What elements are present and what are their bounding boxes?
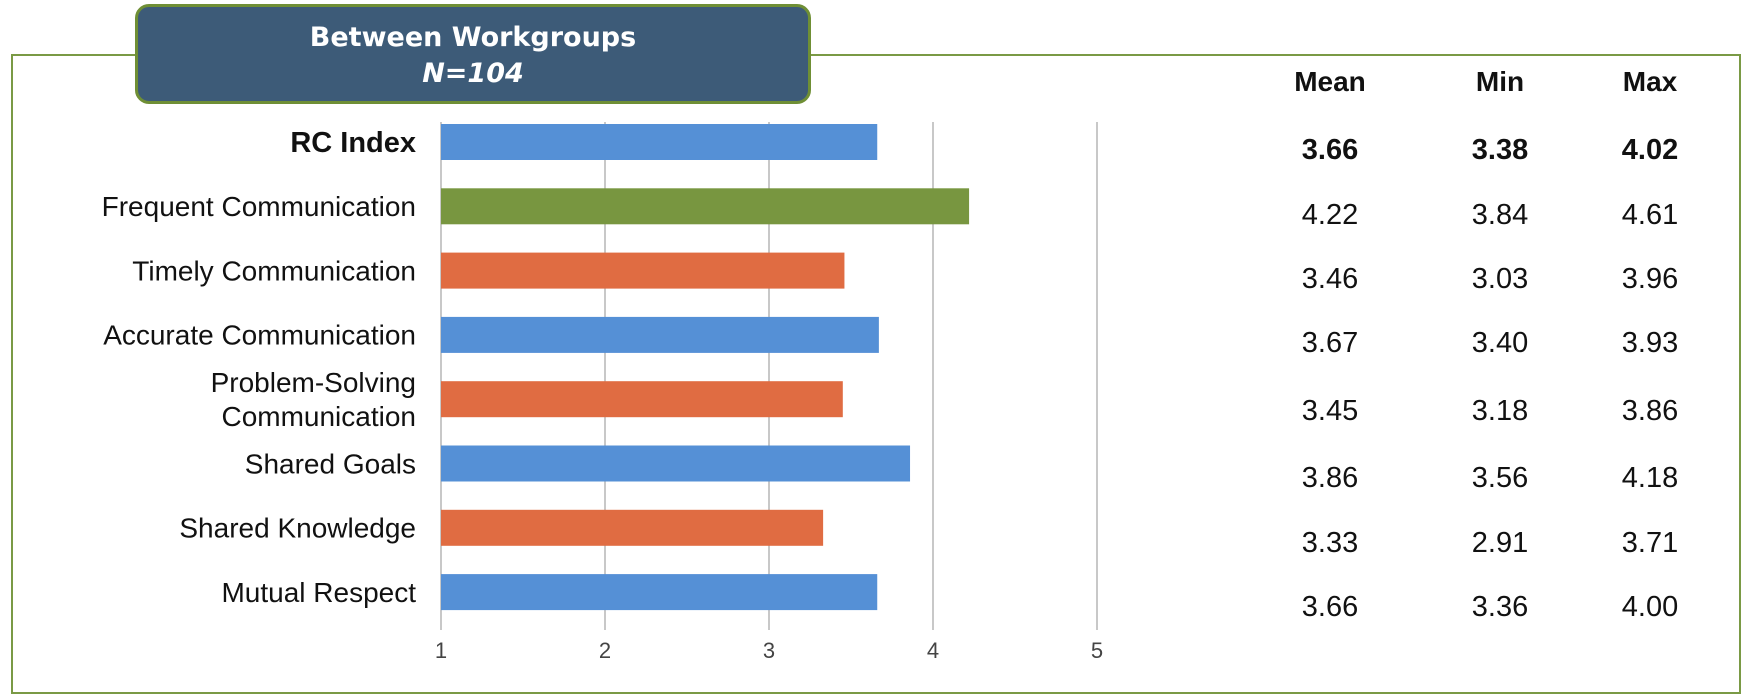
bar-4 — [441, 381, 843, 418]
stats-cell-mean: 4.22 — [1301, 199, 1359, 231]
stats-cell-mean: 3.33 — [1301, 527, 1359, 559]
bar-0 — [441, 124, 878, 160]
x-tick-label: 1 — [435, 638, 447, 663]
title-box: Between Workgroups N=104 — [135, 4, 811, 104]
bar-1 — [441, 188, 970, 225]
stats-cell-mean: 3.66 — [1301, 591, 1359, 623]
stats-cell-max: 4.00 — [1621, 591, 1679, 623]
category-label: Accurate Communication — [103, 320, 416, 351]
category-label: Shared Goals — [245, 448, 416, 479]
category-label: Frequent Communication — [102, 191, 416, 222]
category-label: Problem-Solving Communication — [211, 367, 416, 432]
stats-cell-min: 3.40 — [1471, 327, 1529, 359]
category-label: Shared Knowledge — [179, 513, 416, 544]
stats-row: 3.45 3.18 3.86 — [1240, 395, 1720, 435]
bar-6 — [441, 509, 824, 546]
stats-cell-max: 3.71 — [1621, 527, 1679, 559]
stats-cell-min: 2.91 — [1471, 527, 1529, 559]
x-tick-label: 5 — [1091, 638, 1103, 663]
stats-cell-max: 4.18 — [1621, 462, 1679, 494]
x-tick-label: 4 — [927, 638, 939, 663]
chart-subtitle: N=104 — [422, 58, 524, 89]
x-tick-label: 3 — [763, 638, 775, 663]
stats-cell-min: 3.38 — [1471, 134, 1529, 166]
stats-cell-mean: 3.66 — [1301, 134, 1359, 166]
bar-7 — [441, 574, 878, 611]
stats-table-header: Mean Min Max — [1240, 66, 1720, 106]
x-tick-label: 2 — [599, 638, 611, 663]
bar-2 — [441, 252, 845, 289]
stats-cell-min: 3.18 — [1471, 395, 1529, 427]
stats-row: 3.33 2.91 3.71 — [1240, 527, 1720, 567]
bar-3 — [441, 316, 879, 353]
stats-row: 4.22 3.84 4.61 — [1240, 199, 1720, 239]
stats-cell-min: 3.84 — [1471, 199, 1529, 231]
chart-title: Between Workgroups — [309, 22, 637, 53]
header-min: Min — [1475, 66, 1525, 97]
stats-cell-max: 3.96 — [1621, 263, 1679, 295]
header-max: Max — [1622, 66, 1678, 97]
stats-row: 3.46 3.03 3.96 — [1240, 263, 1720, 303]
stats-cell-mean: 3.45 — [1301, 395, 1359, 427]
chart-frame — [11, 54, 1741, 694]
category-label: RC Index — [290, 127, 416, 159]
stats-row: 3.67 3.40 3.93 — [1240, 327, 1720, 367]
bar-5 — [441, 445, 911, 482]
stats-cell-min: 3.36 — [1471, 591, 1529, 623]
stats-cell-min: 3.56 — [1471, 462, 1529, 494]
stats-row: 3.66 3.38 4.02 — [1240, 134, 1720, 174]
category-label: Timely Communication — [132, 255, 416, 286]
stats-cell-min: 3.03 — [1471, 263, 1529, 295]
stats-cell-mean: 3.86 — [1301, 462, 1359, 494]
stats-cell-max: 3.86 — [1621, 395, 1679, 427]
stats-cell-mean: 3.46 — [1301, 263, 1359, 295]
stats-cell-max: 4.02 — [1621, 134, 1679, 166]
stats-row: 3.66 3.36 4.00 — [1240, 591, 1720, 631]
header-mean: Mean — [1294, 66, 1366, 97]
category-label: Mutual Respect — [221, 577, 416, 608]
stats-cell-max: 4.61 — [1621, 199, 1679, 231]
stats-cell-max: 3.93 — [1621, 327, 1679, 359]
stats-cell-mean: 3.67 — [1301, 327, 1359, 359]
stats-row: 3.86 3.56 4.18 — [1240, 462, 1720, 502]
